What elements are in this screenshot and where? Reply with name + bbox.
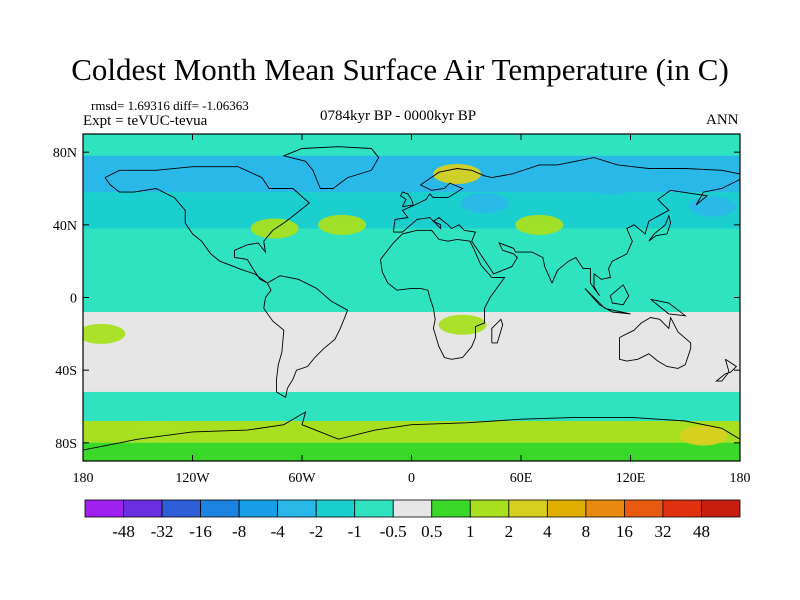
coastline-madagascar — [491, 318, 504, 344]
colorbar-swatch — [585, 499, 625, 518]
anomaly-region-eastern-united-states — [250, 218, 299, 239]
colorbar-swatch — [392, 499, 433, 518]
colorbar-label: 4 — [543, 522, 552, 541]
colorbar-label: -2 — [309, 522, 323, 541]
x-tick-label: 120E — [616, 471, 646, 486]
coastline-uk — [400, 191, 414, 208]
chart-title: Coldest Month Mean Surface Air Temperatu… — [71, 52, 729, 87]
colorbar-swatch — [123, 499, 163, 518]
latitude-band-3 — [83, 228, 740, 283]
coastline-indonesia — [584, 288, 631, 315]
colorbar-swatch — [277, 499, 317, 518]
colorbar-swatch — [546, 499, 587, 518]
coastline-new-guinea — [650, 298, 687, 317]
colorbar-label: 2 — [505, 522, 514, 541]
colorbar-label: -16 — [189, 522, 212, 541]
anomaly-region-southern-ocean-west — [132, 421, 180, 442]
period-label: 0784kyr BP - 0000kyr BP — [320, 108, 477, 124]
latitude-band-7 — [83, 391, 740, 422]
anomaly-region-eastern-europe — [460, 193, 509, 214]
colorbar-label: -32 — [151, 522, 174, 541]
latitude-band-9 — [83, 442, 740, 461]
anomaly-region-south-pacific — [83, 323, 126, 344]
colorbar-label: -4 — [271, 522, 286, 541]
colorbar-label: 0.5 — [421, 522, 442, 541]
colorbar-label: 16 — [616, 522, 633, 541]
colorbar-label: -1 — [348, 522, 362, 541]
coastlines — [83, 146, 740, 451]
anomaly-region-indian-ocean — [533, 332, 582, 353]
colorbar-label: 32 — [654, 522, 671, 541]
anomaly-region-southern-africa — [438, 314, 487, 335]
map-axes: 180 120W 60W 0 60E 120E 180 80N 40N 0 40S 80S — [53, 134, 751, 486]
latitude-band-5 — [83, 312, 740, 367]
coastline-antarctica — [83, 410, 740, 451]
latitude-band-2 — [83, 192, 740, 229]
colorbar-swatch — [508, 499, 548, 518]
coastline-borneo — [609, 284, 630, 306]
x-tick-label: 60E — [510, 471, 533, 486]
experiment-label: Expt = teVUC-tevua — [83, 113, 208, 129]
anomaly-region-siberia — [588, 174, 637, 195]
y-tick-label: 80N — [53, 146, 77, 161]
coastline-australia — [619, 316, 692, 369]
season-label: ANN — [706, 112, 739, 128]
coastline-new-zealand — [715, 358, 738, 382]
x-tick-label: 180 — [730, 471, 751, 486]
y-tick-label: 80S — [55, 437, 77, 452]
map-plot-area — [83, 134, 740, 461]
anomaly-region-southern-ocean-east — [679, 425, 728, 446]
colorbar-label: 1 — [466, 522, 475, 541]
colorbar-swatch — [200, 499, 240, 518]
colorbar-label: -8 — [232, 522, 246, 541]
latitude-band-0 — [83, 134, 740, 156]
coastline-north-america — [104, 166, 310, 284]
colorbar-label: -48 — [112, 522, 135, 541]
colorbar-swatch — [84, 499, 124, 518]
colorbar-swatch — [315, 499, 356, 518]
anomaly-region-north-pacific — [688, 196, 737, 217]
colorbar-swatch — [431, 499, 471, 518]
y-tick-label: 40N — [53, 219, 77, 234]
colorbar-swatch — [161, 499, 201, 518]
latitude-band-6 — [83, 366, 740, 392]
x-tick-label: 0 — [408, 471, 415, 486]
coastline-greenland — [282, 146, 380, 189]
colorbar-swatch — [662, 499, 702, 518]
y-tick-label: 0 — [70, 292, 77, 307]
colorbar-label: 48 — [693, 522, 710, 541]
x-tick-label: 180 — [73, 471, 94, 486]
coastline-south-america — [263, 275, 349, 399]
colorbar-swatch — [701, 499, 741, 518]
coastline-japan — [648, 214, 672, 242]
latitude-band-1 — [83, 155, 740, 193]
anomaly-region-scandinavia — [433, 163, 482, 184]
colorbar-swatch — [354, 499, 394, 518]
colorbar-swatch — [624, 499, 664, 518]
latitude-band-8 — [83, 421, 740, 443]
y-tick-label: 40S — [55, 364, 77, 379]
coastline-eurasia — [392, 157, 740, 296]
colorbar-label: 8 — [582, 522, 591, 541]
colorbar-label: -0.5 — [380, 522, 407, 541]
x-tick-label: 120W — [175, 471, 210, 486]
stats-text: rmsd= 1.69316 diff= -1.06363 — [91, 98, 249, 113]
anomaly-region-north-atlantic — [318, 214, 367, 235]
colorbar-swatch — [469, 499, 510, 518]
colorbar: -48 -32 -16 -8 -4 -2 -1 -0.5 0.5 1 2 4 8 16 32 48 — [84, 499, 741, 541]
x-tick-label: 60W — [288, 471, 316, 486]
latitude-band-4 — [83, 282, 740, 313]
colorbar-swatch — [238, 499, 279, 518]
coastline-africa — [380, 229, 506, 360]
anomaly-region-central-asia — [515, 214, 564, 235]
